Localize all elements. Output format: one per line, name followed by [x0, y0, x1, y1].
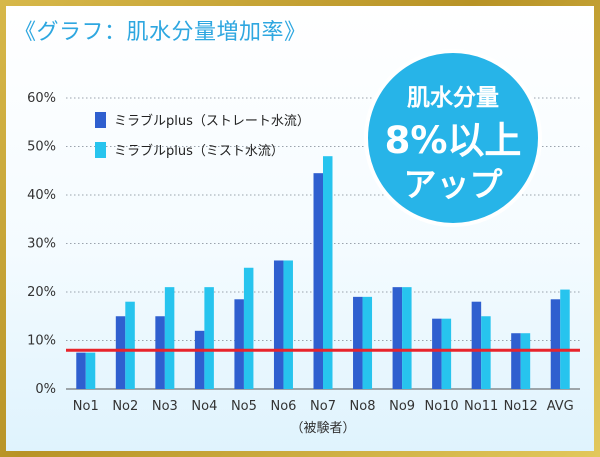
bar-straight	[155, 316, 165, 389]
bar-mist	[481, 316, 491, 389]
bar-mist	[283, 260, 293, 389]
x-tick-label: No6	[270, 399, 296, 414]
bar-mist	[125, 301, 135, 389]
legend-swatch	[95, 142, 106, 158]
y-axis: 0% 10% 20% 30% 40% 50% 60%	[27, 91, 580, 397]
bar-straight	[471, 301, 482, 389]
x-tick-label: No1	[73, 399, 99, 414]
bar-straight	[194, 330, 205, 389]
x-tick-label: No5	[231, 399, 257, 414]
bar-straight	[550, 299, 561, 389]
y-tick-label: 50%	[27, 140, 56, 155]
bar-mist	[164, 287, 175, 389]
x-tick-label: No4	[191, 399, 217, 414]
bar-mist	[402, 287, 412, 389]
bar-straight	[432, 318, 442, 389]
x-tick-label: No9	[389, 399, 415, 414]
bar-straight	[313, 173, 323, 389]
bar-mist	[323, 156, 333, 389]
y-tick-label: 60%	[27, 91, 56, 106]
badge-line-1: 肌水分量	[407, 85, 499, 111]
x-tick-label: No2	[112, 399, 138, 414]
badge-circle	[364, 49, 542, 227]
x-tick-label: AVG	[547, 399, 574, 414]
bar-straight	[115, 316, 126, 389]
bar-straight	[234, 299, 244, 389]
x-axis: No1 No2 No3 No4 No5 No6 No7 No8 No9 No10 No11 No12 A…	[73, 399, 574, 436]
legend-label: ミラブルplus（ストレート水流）	[114, 113, 310, 129]
bar-straight	[511, 333, 521, 389]
chart-title: 《グラフ：肌水分量増加率》	[14, 20, 307, 45]
x-axis-label: （被験者）	[290, 421, 355, 436]
legend: ミラブルplus（ストレート水流） ミラブルplus（ミスト水流）	[95, 112, 310, 159]
badge-line-3: アップ	[404, 165, 504, 204]
y-tick-label: 10%	[27, 334, 56, 349]
x-tick-label: No3	[152, 399, 178, 414]
bar-mist	[520, 333, 531, 389]
bar-straight	[273, 260, 284, 389]
bar-mist	[243, 267, 254, 389]
legend-label: ミラブルplus（ミスト水流）	[114, 143, 284, 159]
x-tick-label: No11	[464, 399, 498, 414]
y-tick-label: 20%	[27, 285, 56, 300]
bar-straight	[392, 287, 403, 389]
bar-mist	[204, 287, 214, 389]
x-tick-label: No10	[424, 399, 458, 414]
bar-straight	[353, 296, 363, 389]
bar-mist	[560, 289, 570, 389]
x-tick-label: No8	[350, 399, 376, 414]
bar-mist	[441, 318, 452, 389]
y-tick-label: 40%	[27, 188, 56, 203]
badge-line-2: 8%以上	[385, 119, 522, 162]
y-tick-label: 30%	[27, 237, 56, 252]
bar-mist	[362, 296, 373, 389]
y-tick-label: 0%	[35, 382, 56, 397]
x-tick-label: No12	[504, 399, 538, 414]
bars	[76, 156, 570, 389]
legend-swatch	[95, 112, 106, 128]
x-tick-label: No7	[310, 399, 336, 414]
bar-mist	[85, 352, 96, 389]
bar-straight	[76, 352, 86, 389]
